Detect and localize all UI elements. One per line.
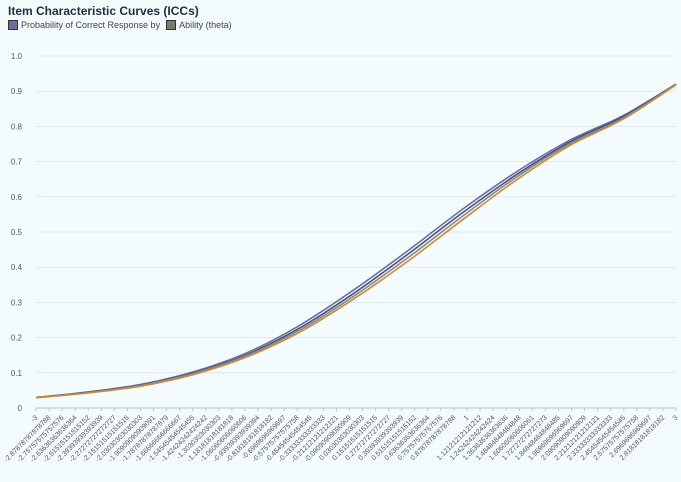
series-line[interactable] bbox=[35, 84, 677, 399]
legend-label: Probability of Correct Response by bbox=[21, 20, 161, 30]
series-line[interactable] bbox=[35, 83, 677, 399]
grid bbox=[36, 55, 676, 409]
x-axis: -3-2.87878787878788-2.75757575757576-2.6… bbox=[3, 407, 680, 464]
y-tick-label: 0.8 bbox=[11, 122, 23, 131]
y-tick-label: 0.5 bbox=[11, 228, 23, 237]
chart-legend: Probability of Correct Response by Abili… bbox=[8, 20, 232, 30]
legend-swatch bbox=[8, 20, 18, 30]
y-tick-label: 0.3 bbox=[11, 298, 23, 307]
y-tick-label: 0 bbox=[18, 404, 23, 413]
legend-swatch bbox=[166, 20, 177, 30]
y-axis: 0 0.1 0.2 0.3 0.4 0.5 0.6 0.7 0.8 0.9 1.0 bbox=[11, 52, 23, 413]
y-tick-label: 0.9 bbox=[11, 87, 23, 96]
series-line[interactable] bbox=[35, 83, 677, 399]
legend-entry[interactable]: Ability (theta) bbox=[166, 20, 232, 30]
y-tick-label: 0.4 bbox=[11, 263, 23, 272]
chart-title: Item Characteristic Curves (ICCs) bbox=[8, 4, 199, 18]
x-tick-label: 1 bbox=[463, 414, 471, 422]
legend-entry[interactable]: Probability of Correct Response by bbox=[8, 20, 160, 30]
x-tick-label: -3 bbox=[30, 414, 39, 423]
legend-label: Ability (theta) bbox=[179, 20, 232, 30]
y-tick-label: 0.2 bbox=[11, 334, 23, 343]
y-tick-label: 0.6 bbox=[11, 193, 23, 202]
series-line[interactable] bbox=[35, 83, 677, 399]
y-tick-label: 0.7 bbox=[11, 158, 23, 167]
y-tick-label: 0.1 bbox=[11, 369, 23, 378]
series-lines bbox=[35, 83, 677, 399]
x-tick-label: 3 bbox=[672, 414, 680, 422]
y-tick-label: 1.0 bbox=[11, 52, 23, 61]
